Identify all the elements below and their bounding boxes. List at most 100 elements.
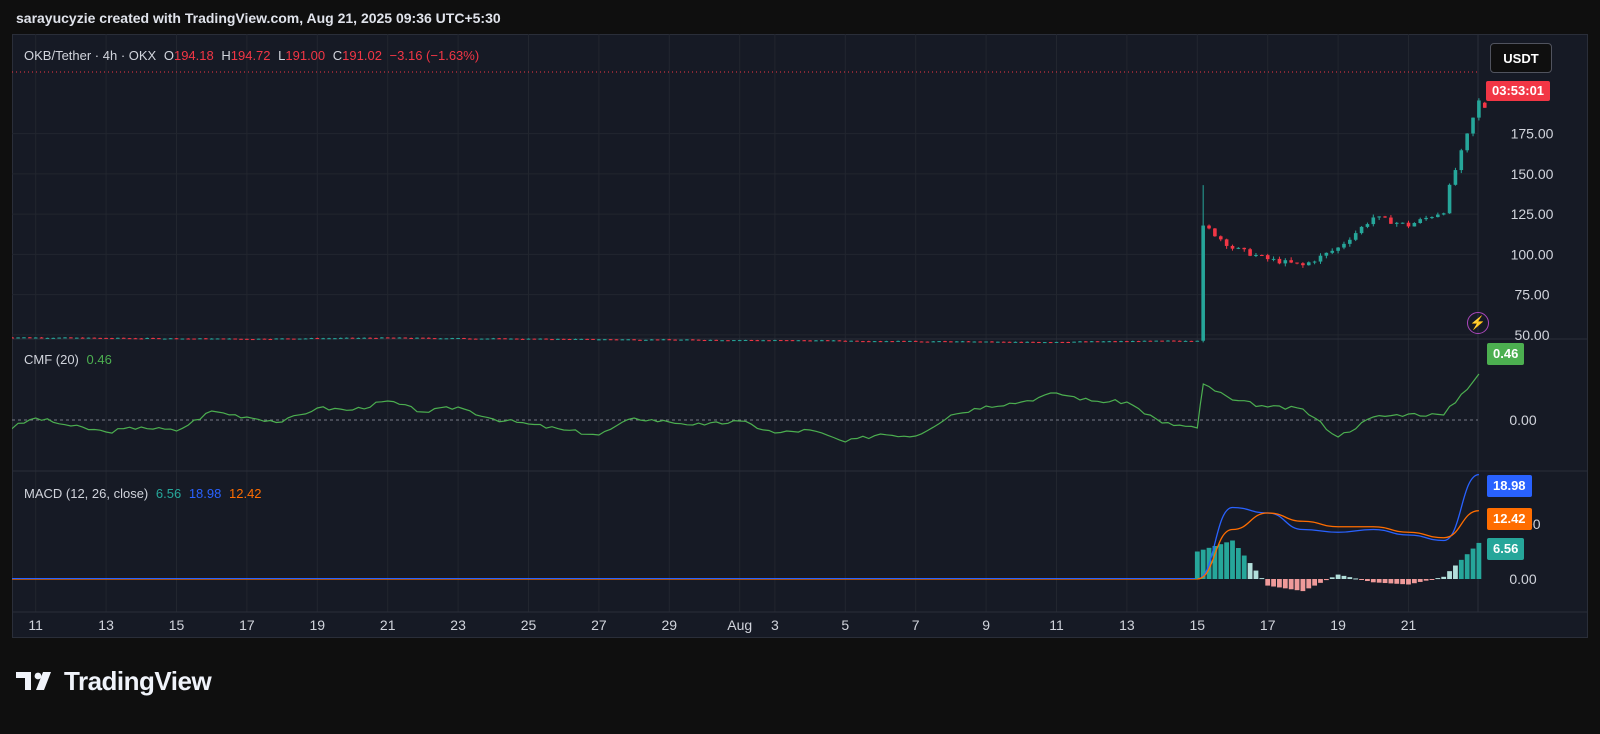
candle-body [1230,245,1235,249]
candle-body [51,337,56,339]
candle-body [872,341,877,343]
candle-body [315,338,320,340]
x-tick-label: 13 [98,617,114,633]
candle-body [98,337,103,339]
candle-body [215,338,220,340]
candle-body [755,340,760,342]
candle-body [327,338,331,340]
macd-histogram-bar [1394,579,1400,584]
cmf-badge: 0.46 [1487,343,1525,365]
candle-body [104,337,108,339]
macd-name[interactable]: MACD (12, 26, close) [24,486,149,501]
candle-body [1418,219,1423,224]
candle-body [1301,263,1305,266]
candle-body [151,337,155,339]
macd-legend[interactable]: MACD (12, 26, close) 6.56 18.98 12.42 [24,486,266,501]
candle-body [773,340,777,342]
candle-body [250,339,255,341]
candle-body [1430,217,1434,219]
candle-body [1482,102,1487,108]
candle-body [198,338,202,340]
candle-body [450,338,455,340]
candle-body [180,338,185,340]
candle-body [913,340,918,342]
candle-body [16,337,20,339]
candle-body [808,340,812,342]
macd-histogram-bar [1253,570,1259,579]
candle-body [473,338,478,340]
candle-body [1019,341,1024,343]
tradingview-logo[interactable]: TradingView [16,666,212,696]
macd-histogram-bar [1230,540,1235,579]
x-tick-label: 11 [1049,617,1064,633]
candle-body [432,338,437,340]
price-tick-label: 125.00 [1511,206,1554,222]
candle-body [937,341,941,343]
candle-body [80,337,85,339]
candle-body [145,337,149,339]
candle-body [116,337,120,339]
candle-body [350,337,355,339]
candle-body [274,338,279,340]
macd-histogram-bar [1441,576,1447,579]
symbol-legend[interactable]: OKB/Tether · 4h · OKX O194.18 H194.72 L1… [24,48,483,63]
candle-body [673,339,677,341]
signal-badge: 12.42 [1487,508,1532,530]
candle-body [1283,260,1288,264]
candle-body [954,341,959,343]
candle-body [1113,341,1117,343]
candle-body [737,340,742,342]
candle-body [1459,150,1464,171]
candle-body [438,338,443,340]
cmf-pane [12,373,1480,443]
candle-body [344,337,349,339]
tradingview-logo-icon [16,672,51,690]
candle-body [286,338,290,340]
candle-body [1242,247,1247,250]
candle-body [573,338,578,340]
candle-body [479,338,484,340]
candle-body [843,340,848,342]
candle-body [861,341,865,343]
candle-body [1148,340,1153,342]
candle-body [174,338,179,340]
candle-body [1477,100,1481,118]
chart-canvas[interactable]: 175.00150.00125.00100.0075.0050.000.0010… [12,34,1588,638]
candle-body [233,338,237,340]
candle-body [1389,217,1393,224]
candle-body [1236,247,1241,249]
currency-button[interactable]: USDT [1490,43,1552,73]
candle-body [1130,341,1135,343]
macd-histogram-bar [1470,548,1476,579]
candle-body [1306,262,1311,266]
cmf-legend[interactable]: CMF (20) 0.46 [24,352,116,367]
macd-histogram-bar [1335,574,1341,579]
chart-frame[interactable] [12,34,1588,638]
countdown-badge: 03:53:01 [1486,81,1551,101]
candle-body [1353,233,1358,240]
lightning-icon[interactable]: ⚡ [1467,312,1489,334]
candle-body [831,340,836,342]
cmf-value: 0.46 [86,352,112,367]
x-tick-label: 15 [169,617,185,633]
macd-histogram-bar [1312,579,1318,586]
candle-body [1265,255,1270,260]
macd-histogram-bar [1359,579,1364,580]
candle-body [157,338,161,340]
candle-body [297,338,302,340]
cmf-line [12,373,1480,443]
candle-body [1248,249,1252,256]
candle-body [227,338,232,340]
macd-histogram-bar [1218,544,1224,579]
candle-body [743,339,748,341]
candle-body [280,338,284,340]
price-axis: 175.00150.00125.00100.0075.0050.000.0010… [1505,126,1553,587]
close-value: 191.02 [342,48,382,63]
candle-body [63,337,67,339]
cmf-name[interactable]: CMF (20) [24,352,79,367]
candle-body [497,338,501,340]
candle-body [485,338,490,340]
macd-histogram-bar [1376,579,1382,583]
symbol-name[interactable]: OKB/Tether · 4h · OKX [24,48,157,63]
candle-body [121,337,126,339]
